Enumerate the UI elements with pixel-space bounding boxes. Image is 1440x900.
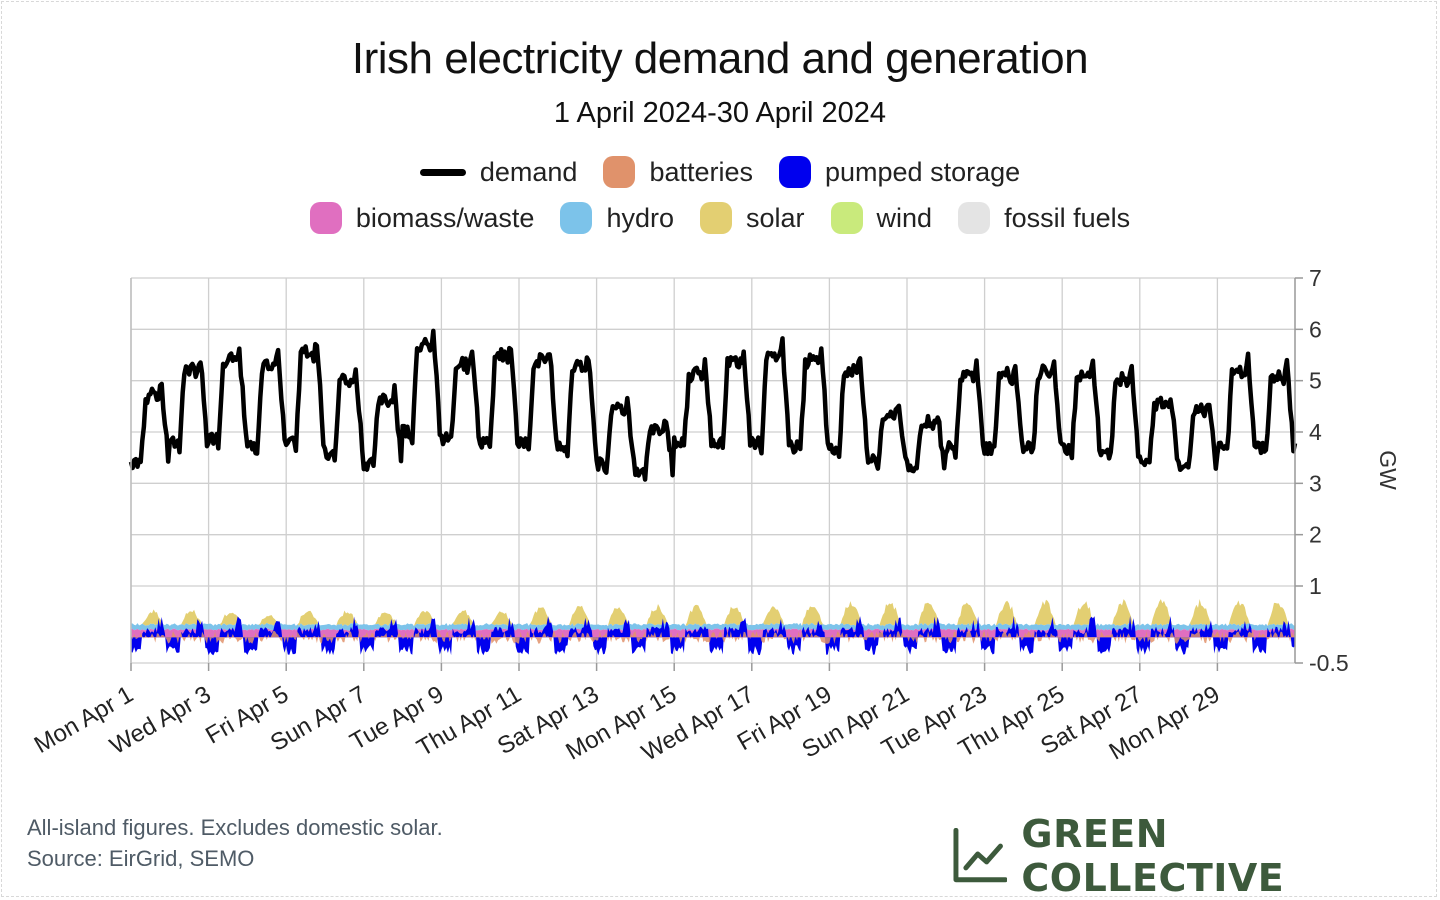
legend-item-hydro[interactable]: hydro: [560, 202, 674, 234]
legend-swatch-demand: [419, 168, 466, 176]
legend-label-biomass-waste: biomass/waste: [355, 202, 535, 233]
legend-row-1: demand batteries pumped storage: [0, 156, 1440, 188]
legend-label-demand: demand: [479, 156, 578, 187]
legend-label-batteries: batteries: [649, 156, 753, 187]
legend-label-wind: wind: [876, 202, 933, 233]
legend-label-fossil-fuels: fossil fuels: [1004, 202, 1131, 233]
legend-label-hydro: hydro: [606, 202, 674, 233]
y-tick-label-0: 7: [1309, 265, 1322, 291]
legend-swatch-fossil-fuels: [958, 202, 991, 234]
legend-item-batteries[interactable]: batteries: [603, 156, 753, 188]
legend-item-solar[interactable]: solar: [700, 202, 805, 234]
pumped-storage-area: [131, 615, 1295, 656]
legend-item-demand[interactable]: demand: [419, 156, 578, 188]
y-tick-label-4: 3: [1309, 470, 1322, 496]
footnote-coverage: All-island figures. Excludes domestic so…: [27, 815, 443, 840]
legend-label-solar: solar: [746, 202, 805, 233]
legend-swatch-hydro: [560, 202, 593, 234]
legend-row-2: biomass/waste hydro solar wind fossil fu…: [0, 202, 1440, 234]
legend-swatch-biomass-waste: [309, 202, 342, 234]
legend-swatch-pumped-storage: [779, 156, 811, 188]
chart-title: Irish electricity demand and generation: [351, 34, 1089, 83]
y-tick-label-6: 1: [1309, 573, 1322, 599]
y-tick-label-3: 4: [1309, 419, 1322, 445]
y-tick-label-1: 6: [1309, 316, 1322, 342]
legend-swatch-wind: [830, 202, 863, 234]
y-tick-label-2: 5: [1309, 368, 1322, 394]
brand-logo[interactable]: GREEN COLLECTIVE: [952, 812, 1440, 900]
chart-subtitle: 1 April 2024-30 April 2024: [553, 97, 887, 129]
line-chart-icon: [953, 828, 1008, 883]
legend-swatch-solar: [700, 202, 732, 234]
legend-item-biomass-waste[interactable]: biomass/waste: [309, 202, 535, 234]
y-tick-label-7: -0.5: [1309, 650, 1349, 676]
legend-item-wind[interactable]: wind: [830, 202, 933, 234]
brand-name: GREEN COLLECTIVE: [1021, 812, 1285, 900]
legend-item-fossil-fuels[interactable]: fossil fuels: [958, 202, 1130, 234]
solar-area: [131, 599, 1295, 627]
footnote-source: Source: EirGrid, SEMO: [27, 846, 255, 871]
demand-line: [128, 328, 1298, 482]
y-tick-label-5: 2: [1309, 522, 1322, 548]
legend-label-pumped-storage: pumped storage: [825, 156, 1021, 187]
legend-item-pumped-storage[interactable]: pumped storage: [779, 156, 1020, 188]
batteries-area: [131, 630, 1295, 644]
y-axis-label: GW: [1375, 450, 1401, 490]
legend-swatch-batteries: [603, 156, 636, 188]
